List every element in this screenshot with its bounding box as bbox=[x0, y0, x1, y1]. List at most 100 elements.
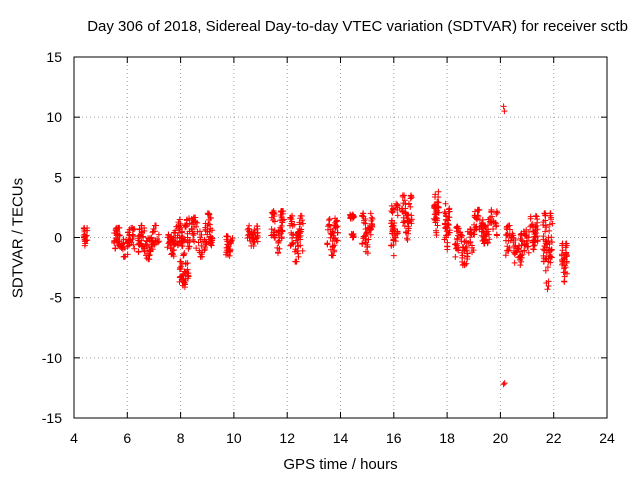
data-point bbox=[403, 235, 410, 242]
data-point bbox=[517, 256, 524, 263]
data-point bbox=[500, 103, 507, 110]
data-point bbox=[327, 246, 334, 253]
data-point bbox=[517, 235, 524, 242]
data-point bbox=[180, 252, 187, 259]
data-point bbox=[326, 215, 333, 222]
data-point bbox=[540, 258, 547, 265]
data-point bbox=[559, 247, 566, 254]
x-axis-label: GPS time / hours bbox=[283, 456, 398, 473]
data-point bbox=[191, 230, 198, 237]
data-point bbox=[116, 238, 123, 245]
data-point bbox=[195, 239, 202, 246]
data-point bbox=[469, 244, 476, 251]
data-point bbox=[528, 222, 535, 229]
data-point bbox=[405, 219, 412, 226]
data-point bbox=[435, 204, 442, 211]
data-point bbox=[430, 215, 437, 222]
data-point bbox=[136, 232, 143, 239]
data-point bbox=[452, 240, 459, 247]
data-point bbox=[432, 191, 439, 198]
data-point bbox=[479, 219, 486, 226]
data-point bbox=[401, 197, 408, 204]
data-point bbox=[175, 219, 182, 226]
data-point bbox=[178, 242, 185, 249]
data-point bbox=[168, 233, 175, 240]
data-point bbox=[177, 264, 184, 271]
data-point bbox=[441, 220, 448, 227]
data-point bbox=[390, 206, 397, 213]
y-tick-label: 0 bbox=[54, 230, 62, 246]
data-point bbox=[248, 242, 255, 249]
data-point bbox=[441, 236, 448, 243]
data-point bbox=[172, 227, 179, 234]
data-point bbox=[182, 222, 189, 229]
data-point bbox=[505, 246, 512, 253]
data-point bbox=[137, 240, 144, 247]
data-point bbox=[480, 236, 487, 243]
data-point bbox=[181, 284, 188, 291]
data-point bbox=[278, 222, 285, 229]
data-point bbox=[270, 231, 277, 238]
data-point bbox=[126, 226, 133, 233]
data-point bbox=[253, 235, 260, 242]
data-point bbox=[129, 231, 136, 238]
data-point bbox=[331, 248, 338, 255]
data-point bbox=[504, 243, 511, 250]
chart-title: Day 306 of 2018, Sidereal Day-to-day VTE… bbox=[87, 18, 628, 35]
data-point bbox=[367, 210, 374, 217]
data-point bbox=[471, 212, 478, 219]
data-point bbox=[454, 225, 461, 232]
data-point bbox=[288, 218, 295, 225]
data-point bbox=[136, 226, 143, 233]
data-point bbox=[292, 246, 299, 253]
data-point bbox=[546, 252, 553, 259]
data-point bbox=[287, 242, 294, 249]
data-point bbox=[510, 239, 517, 246]
data-point bbox=[546, 221, 553, 228]
data-point bbox=[529, 223, 536, 230]
data-point bbox=[493, 232, 500, 239]
data-point bbox=[179, 278, 186, 285]
data-point bbox=[125, 238, 132, 245]
data-point bbox=[202, 220, 209, 227]
data-point bbox=[369, 216, 376, 223]
data-point bbox=[534, 219, 541, 226]
data-point bbox=[138, 222, 145, 229]
data-point bbox=[487, 214, 494, 221]
data-point bbox=[360, 213, 367, 220]
data-point bbox=[325, 217, 332, 224]
data-point bbox=[367, 231, 374, 238]
data-point bbox=[204, 228, 211, 235]
data-point bbox=[130, 241, 137, 248]
data-point bbox=[81, 227, 88, 234]
data-point bbox=[490, 218, 497, 225]
data-point bbox=[548, 246, 555, 253]
data-point bbox=[504, 223, 511, 230]
data-point bbox=[177, 258, 184, 265]
data-point bbox=[444, 239, 451, 246]
data-point bbox=[435, 188, 442, 195]
data-point bbox=[121, 245, 128, 252]
data-point bbox=[459, 249, 466, 256]
x-tick-label: 12 bbox=[279, 430, 295, 446]
data-point bbox=[362, 239, 369, 246]
data-point bbox=[530, 242, 537, 249]
data-point bbox=[165, 234, 172, 241]
data-point bbox=[442, 200, 449, 207]
data-point bbox=[270, 209, 277, 216]
data-point bbox=[511, 259, 518, 266]
data-point bbox=[435, 193, 442, 200]
data-point bbox=[209, 234, 216, 241]
data-point bbox=[194, 228, 201, 235]
data-point bbox=[150, 228, 157, 235]
data-point bbox=[563, 252, 570, 259]
data-point bbox=[547, 214, 554, 221]
data-point bbox=[389, 227, 396, 234]
data-point bbox=[120, 253, 127, 260]
data-point bbox=[540, 252, 547, 259]
data-point bbox=[248, 228, 255, 235]
data-point bbox=[511, 243, 518, 250]
data-point bbox=[502, 252, 509, 259]
data-point bbox=[334, 217, 341, 224]
